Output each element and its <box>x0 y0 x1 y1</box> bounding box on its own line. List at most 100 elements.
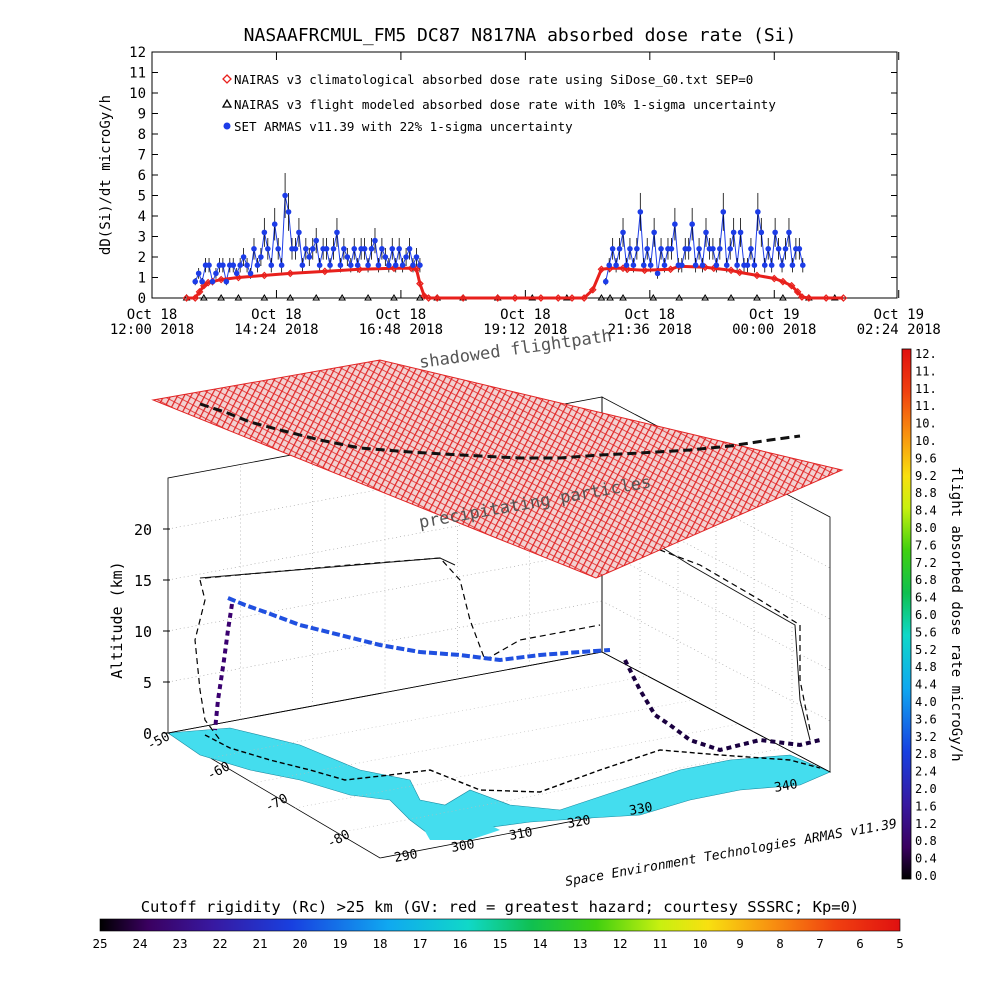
armas-point <box>406 246 413 252</box>
rigidity-colorbar-tick-label: 12 <box>612 936 627 951</box>
armas-point <box>737 229 744 236</box>
climatological-point <box>580 294 588 302</box>
armas-point <box>413 254 420 260</box>
armas-point <box>278 262 285 269</box>
rigidity-colorbar-tick-label: 24 <box>132 936 147 951</box>
armas-point <box>647 262 654 269</box>
armas-point <box>730 229 737 236</box>
armas-point <box>703 229 709 236</box>
armas-point <box>775 246 782 252</box>
armas-point <box>323 246 330 252</box>
armas-point <box>651 229 657 236</box>
longitude-tick-label: 300 <box>450 837 476 856</box>
modeled-point <box>675 294 684 301</box>
y-tick-label: 2 <box>138 250 146 266</box>
climatological-point <box>839 294 848 302</box>
climatological-point <box>822 294 830 302</box>
dose-colorbar-tick-label: 6.4 <box>915 591 937 605</box>
ground-track <box>204 734 821 793</box>
armas-point <box>640 262 647 269</box>
armas-point <box>609 246 616 252</box>
modeled-point <box>727 294 735 301</box>
armas-point <box>713 262 720 269</box>
armas-point <box>379 246 385 252</box>
grid-line-left-wall <box>167 600 603 683</box>
dose-colorbar: 12. 11. 11. 11. 10. 10. 9.6 9.2 8.8 8.4 8.0 7.6 7.2 6… <box>901 347 964 883</box>
x-tick-label-date: Oct 18 <box>500 307 551 323</box>
x-tick-label-time: 19:12 2018 <box>483 322 567 338</box>
armas-point <box>316 262 323 269</box>
rigidity-colorbar-title: Cutoff rigidity (Rc) >25 km (GV: red = g… <box>141 898 860 916</box>
armas-point <box>779 262 785 269</box>
modeled-point <box>286 294 295 301</box>
armas-point <box>285 209 292 215</box>
y-tick-label: 10 <box>129 86 146 102</box>
armas-point <box>282 192 288 199</box>
armas-point <box>347 262 354 269</box>
dose-colorbar-tick-label: 9.2 <box>915 469 937 483</box>
rigidity-colorbar-tick-label: 10 <box>692 936 707 951</box>
dose-colorbar-tick-label: 4.4 <box>915 678 937 692</box>
armas-point <box>192 278 199 285</box>
armas-point <box>389 246 396 252</box>
x-tick-label-time: 16:48 2018 <box>359 322 443 338</box>
armas-point <box>751 262 758 269</box>
top-y-axis-label: dD(Si)/dt microGy/h <box>98 95 114 255</box>
climatological-point <box>217 275 225 284</box>
dose-colorbar-ticks: 12. 11. 11. 11. 10. 10. 9.6 9.2 8.8 8.4 8.0 7.6 7.2 6… <box>915 347 937 883</box>
armas-point <box>616 246 623 252</box>
armas-point <box>261 229 268 236</box>
climatological-point <box>597 265 606 274</box>
armas-point <box>292 246 299 252</box>
climatological-point <box>554 294 563 302</box>
legend-marker-diamond <box>222 74 232 84</box>
y-tick-label: 12 <box>129 45 146 61</box>
rigidity-colorbar-tick-label: 15 <box>492 936 507 951</box>
armas-point <box>678 262 685 269</box>
armas-point <box>644 246 651 252</box>
climatological-point <box>412 265 421 274</box>
armas-point <box>195 270 202 277</box>
x-tick-label-time: 12:00 2018 <box>110 322 194 338</box>
armas-point <box>275 246 281 252</box>
dose-colorbar-tick-label: 0.8 <box>915 834 937 848</box>
armas-point <box>327 262 333 269</box>
ground-land-mass <box>167 727 831 836</box>
x-tick-label-date: Oct 18 <box>251 307 302 323</box>
climatological-point <box>537 294 545 302</box>
rigidity-colorbar-tick-label: 21 <box>252 936 267 951</box>
y-tick-label: 0 <box>138 291 146 307</box>
legend-label: NAIRAS v3 climatological absorbed dose r… <box>234 72 753 87</box>
climatological-point <box>355 265 364 274</box>
armas-point <box>410 262 416 269</box>
dose-colorbar-tick-label: 2.0 <box>915 782 937 796</box>
modeled-point <box>199 294 208 301</box>
armas-point <box>765 246 772 252</box>
armas-point <box>606 262 612 269</box>
armas-point <box>344 254 351 260</box>
armas-point <box>237 262 243 269</box>
climatological-point <box>798 293 806 301</box>
armas-point <box>672 221 678 227</box>
longitude-tick-label: 290 <box>393 847 419 866</box>
x-tick-label-time: 00:00 2018 <box>732 322 816 338</box>
modeled-point <box>649 294 658 301</box>
altitude-tick-label: 0 <box>143 725 152 743</box>
climatological-point <box>787 281 796 290</box>
rigidity-colorbar-tick-label: 25 <box>92 936 107 951</box>
grid-line-left-wall <box>167 549 603 632</box>
grid-line-floor <box>295 723 739 809</box>
armas-point <box>689 221 695 227</box>
armas-point <box>382 254 389 260</box>
armas-point <box>265 246 271 252</box>
armas-point <box>685 246 692 252</box>
ground-land-mass-2 <box>410 805 500 840</box>
dose-colorbar-tick-label: 0.4 <box>915 852 937 866</box>
climatological-point <box>793 288 802 296</box>
armas-point <box>386 262 392 269</box>
armas-point <box>799 262 806 269</box>
climatological-point <box>182 294 191 302</box>
rigidity-colorbar-tick-label: 16 <box>452 936 467 951</box>
climatological-point <box>234 273 243 282</box>
